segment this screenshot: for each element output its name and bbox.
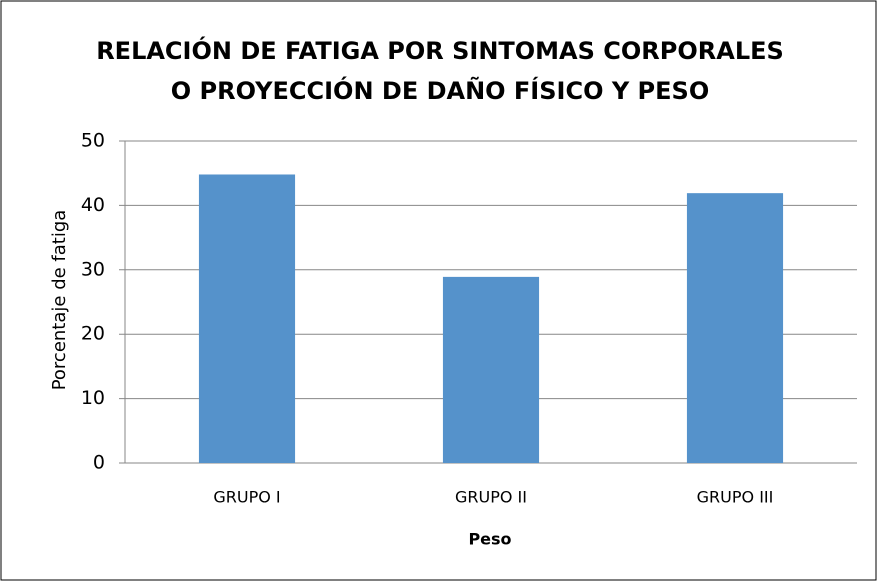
y-tick-label: 30 [81,258,105,280]
chart-title: O PROYECCIÓN DE DAÑO FÍSICO Y PESO [171,75,709,105]
x-tick-label: GRUPO II [455,488,527,507]
x-tick-label: GRUPO III [697,488,774,507]
chart-title: RELACIÓN DE FATIGA POR SINTOMAS CORPORAL… [96,35,784,65]
bar [686,193,784,463]
bar [442,276,540,463]
y-tick-label: 50 [81,130,105,152]
x-tick-label: GRUPO I [213,488,280,507]
x-axis-label: Peso [468,530,511,549]
y-tick-label: 20 [81,323,105,345]
y-tick-label: 40 [81,194,105,216]
bar [198,174,296,463]
y-tick-label: 0 [93,452,105,474]
y-tick-label: 10 [81,387,105,409]
y-axis-label: Porcentaje de fatiga [49,210,70,391]
